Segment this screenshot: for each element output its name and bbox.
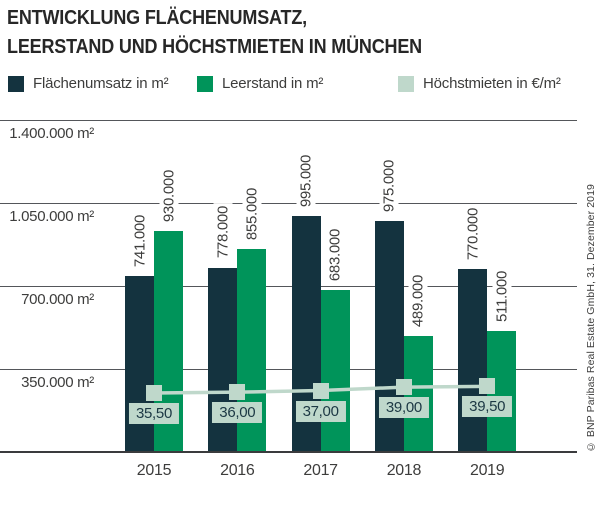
chart-title-line1: ENTWICKLUNG FLÄCHENUMSATZ, <box>7 7 307 29</box>
rent-line-marker <box>312 382 329 399</box>
gridline <box>0 369 577 370</box>
rent-line-marker <box>395 379 412 396</box>
legend-item: Leerstand in m² <box>197 75 323 92</box>
y-axis-label: 1.400.000 m² <box>9 125 94 142</box>
x-axis-label: 2018 <box>386 462 422 479</box>
gridline <box>0 286 577 287</box>
bar <box>320 290 350 452</box>
chart-title-line2: LEERSTAND UND HÖCHSTMIETEN IN MÜNCHEN <box>7 35 423 58</box>
legend-item: Flächenumsatz in m² <box>8 75 169 92</box>
legend-item-label: Leerstand in m² <box>222 75 324 92</box>
x-axis-label: 2019 <box>469 462 505 479</box>
x-axis-label: 2016 <box>220 462 255 479</box>
rent-value-badge: 39,00 <box>378 397 429 419</box>
legend-swatch-icon <box>398 75 414 92</box>
legend-swatch-icon <box>197 75 213 92</box>
legend-swatch-icon <box>8 75 24 92</box>
y-axis-label: 350.000 m² <box>21 374 94 391</box>
rent-value-badge: 37,00 <box>295 400 346 422</box>
x-axis-label: 2017 <box>303 462 338 479</box>
rent-value-badge: 35,50 <box>128 402 180 424</box>
x-axis-baseline <box>0 451 577 453</box>
rent-line-marker <box>146 384 162 401</box>
gridline <box>0 120 577 121</box>
rent-line-marker <box>229 384 246 401</box>
x-axis-label: 2015 <box>136 462 172 479</box>
gridline <box>0 203 577 204</box>
y-axis-label: 1.050.000 m² <box>9 208 94 225</box>
chart-title: ENTWICKLUNG FLÄCHENUMSATZ, LEERSTAND UND… <box>7 4 422 61</box>
y-axis-label: 700.000 m² <box>21 291 94 308</box>
legend-item-label: Höchstmieten in €/m² <box>423 75 561 92</box>
legend-item-label: Flächenumsatz in m² <box>33 75 169 92</box>
rent-line-marker <box>479 378 496 395</box>
bar <box>458 269 488 452</box>
rent-value-badge: 36,00 <box>212 402 263 424</box>
legend-item: Höchstmieten in €/m² <box>398 75 561 92</box>
rent-value-badge: 39,50 <box>462 396 513 418</box>
